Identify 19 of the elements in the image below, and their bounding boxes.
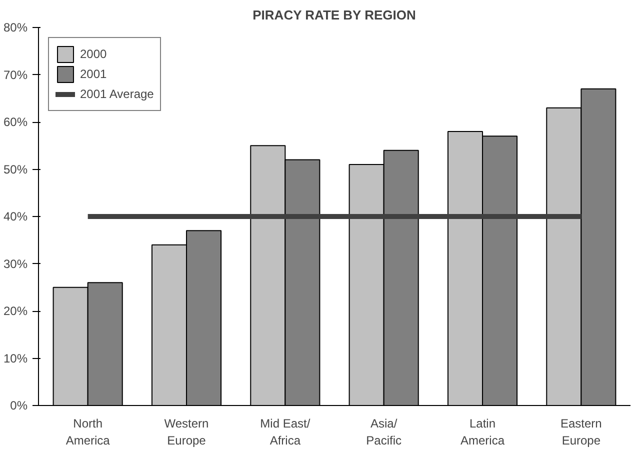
y-tick-label: 30% bbox=[3, 256, 28, 271]
y-tick-label: 0% bbox=[10, 398, 28, 412]
x-tick-label: North America bbox=[66, 416, 110, 448]
y-tick-label: 40% bbox=[3, 210, 28, 224]
y-tick-label: 50% bbox=[3, 162, 28, 176]
y-tick-label: 20% bbox=[3, 304, 28, 318]
x-tick-label: Western Europe bbox=[164, 416, 209, 448]
x-tick-label: Mid East/ Africa bbox=[260, 416, 311, 448]
legend-label: 2001 bbox=[80, 67, 107, 81]
chart-title: PIRACY RATE BY REGION bbox=[252, 8, 416, 22]
x-tick-label: Latin America bbox=[460, 416, 505, 448]
x-tick-label: Asia/ Pacific bbox=[366, 416, 402, 448]
legend-label: 2000 bbox=[80, 47, 107, 61]
y-tick-label: 10% bbox=[3, 351, 28, 366]
y-tick-label: 60% bbox=[3, 115, 28, 129]
legend-label: 2001 Average bbox=[80, 87, 154, 101]
x-tick-label: Eastern Europe bbox=[560, 416, 602, 448]
y-tick-label: 70% bbox=[3, 68, 28, 82]
y-tick-label: 80% bbox=[3, 20, 28, 34]
